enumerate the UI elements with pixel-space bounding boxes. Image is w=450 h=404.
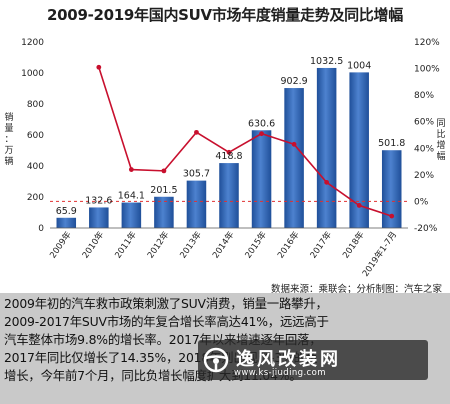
y-tick-label: 1000 <box>21 69 44 79</box>
watermark-text: 逸风改装网 <box>236 349 341 370</box>
bar <box>89 207 109 228</box>
growth-point <box>161 168 167 174</box>
x-tick-label: 2015年 <box>243 229 270 260</box>
y-tick-label: 0 <box>38 224 44 234</box>
bar-value-label: 1032.5 <box>310 56 343 67</box>
y2-tick-label: -20% <box>414 224 438 234</box>
x-tick-label: 2019年1-7月 <box>360 229 399 278</box>
x-tick-label: 2011年 <box>113 229 140 260</box>
growth-point <box>324 179 330 185</box>
y2-tick-label: 120% <box>414 38 440 48</box>
y-tick-label: 200 <box>27 193 44 203</box>
growth-point <box>194 129 199 135</box>
y2-axis-label: 同比增幅 <box>436 118 445 162</box>
bar-value-label: 630.6 <box>248 118 275 129</box>
watermark-url: www.ks-jiuding.com <box>234 368 326 378</box>
growth-point <box>356 203 362 208</box>
y-tick-label: 400 <box>27 162 44 172</box>
growth-point <box>128 167 134 172</box>
x-tick-label: 2018年 <box>340 229 367 260</box>
x-tick-label: 2010年 <box>80 229 107 260</box>
bar-value-label: 902.9 <box>280 76 307 87</box>
caption-box: 2009年初的汽车救市政策刺激了SUV消费，销量一路攀升， 2009-2017年… <box>0 293 450 404</box>
bar-value-label: 501.8 <box>378 138 405 149</box>
y2-tick-label: 100% <box>414 65 440 75</box>
bar <box>56 217 77 228</box>
growth-point <box>96 64 102 70</box>
bar-value-label: 1004 <box>347 60 371 71</box>
bar-value-label: 65.9 <box>56 206 77 217</box>
chart-title: 2009-2019年国内SUV市场年度销量走势及同比增幅 <box>47 6 403 24</box>
bar-value-label: 164.1 <box>118 191 145 202</box>
y-axis-label: 销量：万辆 <box>4 111 13 167</box>
bar <box>219 163 239 228</box>
y-tick-label: 600 <box>27 131 44 141</box>
bar <box>186 180 207 228</box>
x-tick-label: 2016年 <box>275 229 302 260</box>
bar <box>284 88 304 228</box>
x-tick-label: 2009年 <box>47 229 74 260</box>
y-tick-label: 800 <box>27 100 44 110</box>
source-note: 数据来源：乘联会；分析制图：汽车之家 <box>270 284 442 295</box>
y2-tick-label: 60% <box>414 118 434 128</box>
bar-value-label: 418.8 <box>215 151 242 162</box>
x-tick-label: 2013年 <box>178 229 205 260</box>
y2-tick-label: 80% <box>414 91 434 101</box>
bar <box>121 202 142 228</box>
growth-point <box>291 141 297 147</box>
growth-point <box>226 149 232 155</box>
growth-line <box>98 67 392 217</box>
bar-value-label: 132.6 <box>85 195 112 206</box>
y2-tick-label: 20% <box>414 171 434 181</box>
bar-value-label: 305.7 <box>183 169 210 180</box>
steering-wheel-icon <box>203 347 229 373</box>
watermark: 逸风改装网 www.ks-jiuding.com <box>198 340 428 380</box>
y2-tick-label: 0% <box>414 197 429 207</box>
x-tick-label: 2017年 <box>308 229 335 260</box>
growth-point <box>259 131 264 137</box>
y2-tick-label: 40% <box>414 144 434 154</box>
sales-chart: 0 200 400 600 800 1000 1200 -20% 0% 20% 40% 60% 80% 1… <box>4 38 445 279</box>
bar <box>381 150 402 228</box>
bar <box>154 196 174 228</box>
growth-point <box>389 213 395 219</box>
x-tick-label: 2012年 <box>145 229 172 260</box>
x-tick-label: 2014年 <box>210 229 237 260</box>
bar <box>349 72 369 228</box>
bar-value-label: 201.5 <box>150 185 177 196</box>
bar <box>251 130 272 228</box>
bar <box>316 67 337 229</box>
y-tick-label: 1200 <box>21 38 44 48</box>
